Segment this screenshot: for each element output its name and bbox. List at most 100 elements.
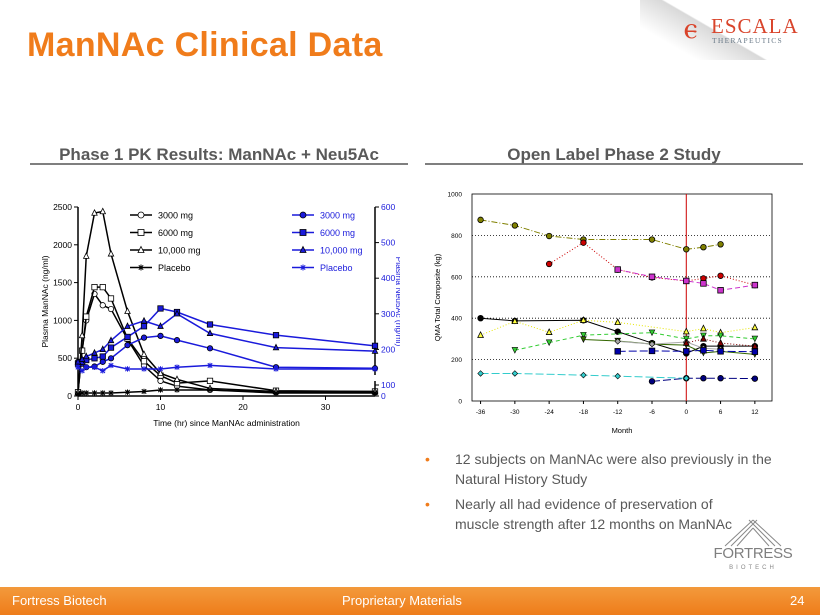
y-tick-label: 1500 bbox=[53, 278, 72, 288]
data-point bbox=[648, 329, 656, 337]
data-point bbox=[174, 387, 180, 393]
data-point bbox=[99, 358, 106, 365]
data-point bbox=[173, 337, 181, 344]
data-point bbox=[91, 348, 98, 356]
data-point bbox=[372, 366, 378, 372]
data-point bbox=[157, 387, 164, 393]
data-point bbox=[648, 340, 656, 348]
x-tick-label: 0 bbox=[76, 402, 81, 412]
data-point bbox=[108, 390, 114, 396]
data-point bbox=[299, 229, 307, 236]
data-point bbox=[99, 345, 107, 352]
data-point bbox=[107, 336, 115, 344]
series-line bbox=[480, 319, 755, 336]
data-point bbox=[83, 313, 90, 320]
data-point bbox=[206, 377, 214, 384]
y-tick-label: 2000 bbox=[53, 240, 72, 250]
data-point bbox=[173, 375, 181, 382]
data-point bbox=[683, 246, 690, 253]
data-point bbox=[300, 264, 306, 271]
series-line bbox=[77, 210, 375, 393]
y-tick-label: 0 bbox=[67, 391, 72, 401]
data-point bbox=[700, 280, 707, 287]
logo-name: ESCALA bbox=[711, 14, 799, 38]
data-point bbox=[140, 358, 148, 365]
data-point bbox=[207, 362, 213, 369]
data-point bbox=[83, 364, 89, 370]
data-point bbox=[100, 368, 106, 374]
data-point bbox=[299, 245, 307, 253]
data-point bbox=[173, 309, 181, 317]
data-point bbox=[82, 252, 90, 259]
series-line bbox=[77, 307, 376, 365]
data-point bbox=[157, 377, 164, 384]
page-number: 24 bbox=[790, 593, 805, 608]
data-point bbox=[91, 364, 98, 370]
data-point bbox=[79, 368, 85, 374]
footer: Fortress Biotech Proprietary Materials 2… bbox=[0, 587, 820, 615]
y2-axis-label: Plasma Neu5Ac (ng/ml) bbox=[394, 257, 400, 347]
y-tick-label: 1000 bbox=[53, 315, 72, 325]
data-point bbox=[717, 338, 725, 346]
data-point bbox=[141, 366, 147, 372]
data-point bbox=[91, 208, 98, 216]
logo-sub: THERAPEUTICS bbox=[712, 36, 784, 45]
legend-label: 10,000 mg bbox=[158, 246, 201, 256]
data-point bbox=[91, 355, 98, 362]
data-point bbox=[272, 343, 280, 351]
data-point bbox=[206, 345, 214, 352]
y-tick-label: 200 bbox=[451, 357, 462, 364]
data-point bbox=[372, 390, 378, 396]
y-tick-label: 800 bbox=[451, 233, 462, 240]
series-line bbox=[77, 292, 375, 393]
x-tick-label: -30 bbox=[510, 409, 520, 416]
data-point bbox=[477, 330, 485, 338]
y2-tick-label: 500 bbox=[381, 238, 395, 248]
data-point bbox=[751, 323, 759, 331]
legend-label: 3000 mg bbox=[158, 211, 193, 221]
data-point bbox=[614, 318, 622, 326]
data-point bbox=[124, 366, 131, 372]
data-point bbox=[545, 339, 553, 347]
data-point bbox=[648, 347, 656, 355]
data-point bbox=[683, 277, 690, 285]
data-point bbox=[614, 348, 621, 355]
data-point bbox=[91, 390, 98, 396]
data-point bbox=[100, 390, 106, 396]
data-point bbox=[107, 344, 115, 351]
data-point bbox=[477, 370, 484, 377]
data-point bbox=[75, 364, 81, 370]
data-point bbox=[545, 260, 553, 268]
x-tick-label: -12 bbox=[613, 409, 623, 416]
y-tick-label: 600 bbox=[451, 274, 462, 281]
data-point bbox=[477, 314, 484, 322]
data-point bbox=[138, 264, 144, 271]
legend-label: 3000 mg bbox=[320, 211, 355, 221]
x-tick-label: 30 bbox=[321, 402, 331, 412]
bullet-icon: • bbox=[425, 496, 430, 512]
data-point bbox=[751, 341, 759, 349]
data-point bbox=[699, 324, 707, 332]
y-tick-label: 1000 bbox=[448, 192, 463, 199]
data-point bbox=[700, 243, 707, 251]
data-point bbox=[579, 316, 587, 323]
data-point bbox=[99, 207, 107, 215]
data-point bbox=[299, 211, 307, 219]
data-point bbox=[614, 266, 621, 273]
corner-fold bbox=[640, 0, 820, 60]
y-axis-label: QMA Total Composite (kg) bbox=[433, 253, 442, 341]
y2-tick-label: 300 bbox=[381, 309, 395, 319]
data-point bbox=[79, 347, 86, 354]
data-point bbox=[206, 329, 214, 336]
fortress-peak-icon bbox=[724, 519, 782, 547]
data-point bbox=[511, 370, 519, 377]
data-point bbox=[751, 375, 759, 382]
data-point bbox=[141, 388, 147, 395]
y2-tick-label: 600 bbox=[381, 202, 395, 212]
y-tick-label: 400 bbox=[451, 316, 462, 323]
fortress-name: FORTRESS bbox=[713, 545, 793, 562]
section-heading-left: Phase 1 PK Results: ManNAc + Neu5Ac bbox=[30, 145, 408, 165]
x-tick-label: 0 bbox=[684, 409, 688, 416]
legend-label: 6000 mg bbox=[158, 228, 193, 238]
x-tick-label: -18 bbox=[579, 409, 589, 416]
